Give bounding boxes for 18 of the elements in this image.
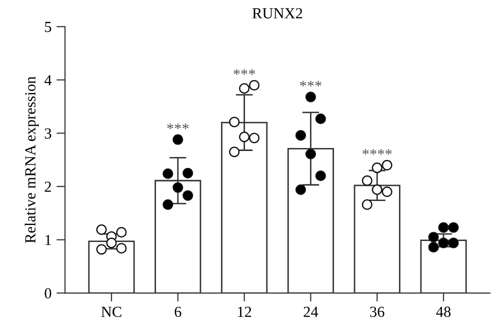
y-tick-label: 4	[44, 75, 52, 86]
x-tick-label: 24	[304, 306, 318, 317]
annotation: ***	[234, 69, 256, 75]
x-tick-label: 6	[174, 306, 182, 317]
y-tick-label: 0	[44, 288, 52, 298]
chart-title: RUNX2	[252, 8, 302, 18]
x-tick-label: 12	[238, 306, 252, 317]
y-tick-label: 1	[46, 234, 51, 246]
annotation: ****	[362, 149, 392, 155]
y-axis-title: Relative mRNA expression	[24, 76, 39, 243]
x-tick-label: NC	[101, 306, 122, 317]
x-tick-label: 36	[370, 306, 384, 317]
x-tick-label: 48	[436, 306, 451, 317]
annotation: ***	[300, 80, 322, 87]
y-tick-label: 3	[44, 128, 52, 139]
y-tick-label: 2	[44, 182, 51, 192]
y-tick-label: 5	[45, 22, 52, 32]
annotation: ***	[167, 124, 189, 130]
